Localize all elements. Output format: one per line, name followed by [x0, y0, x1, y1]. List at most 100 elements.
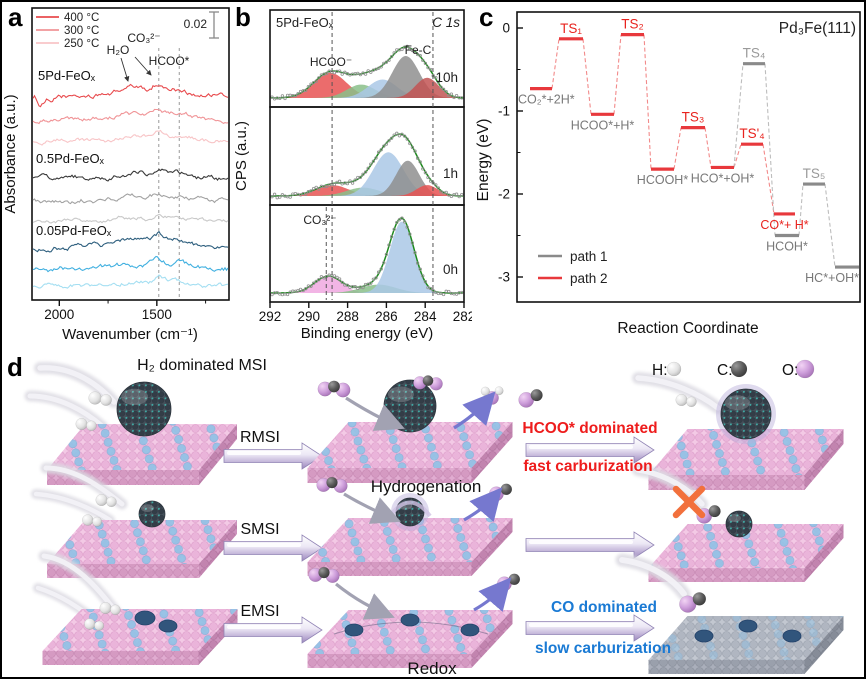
xps-data-point	[332, 274, 337, 278]
xps-data-point	[405, 44, 409, 49]
hydrogenation-label: Hydrogenation	[371, 477, 482, 496]
xps-data-point	[395, 220, 399, 225]
xps-data-point	[379, 65, 383, 69]
xps-component-peak	[271, 284, 463, 293]
hydrogen-atom	[88, 391, 102, 405]
slab	[307, 518, 513, 576]
panel-c-plot: 0 -1 -2 -3 CO₂*+2H* TS₁ HCOO*+H* TS₂ HCOOH* TS₃ HC…	[498, 11, 861, 303]
legend-label: path 2	[570, 271, 608, 286]
x-tick-label: 288	[336, 309, 359, 324]
xps-data-point	[387, 243, 391, 247]
carbon-atom	[422, 375, 434, 387]
xps-data-point	[428, 286, 433, 291]
legend-label: path 1	[570, 249, 608, 264]
legend-h-ball	[666, 361, 682, 377]
xps-data-point	[340, 280, 344, 285]
xps-data-point	[418, 160, 422, 164]
h2-trail-core	[619, 557, 687, 597]
spectrum-curve	[32, 230, 229, 253]
path-connector	[824, 183, 836, 268]
xps-data-point	[387, 58, 391, 62]
xps-data-point	[348, 285, 352, 290]
xps-data-point	[314, 279, 318, 284]
xps-data-point	[379, 267, 383, 271]
xps-data-point	[371, 277, 376, 281]
panel-d-mechanism-diagram: H₂ dominated MSI RMSI SMSI EMSI Hydrogen…	[24, 357, 844, 677]
y-tick-label: 0	[502, 21, 510, 36]
legend-label: 250 °C	[64, 38, 99, 50]
xps-data-point	[395, 131, 399, 135]
particle-highlight	[387, 386, 414, 403]
hydrogen-atom	[106, 496, 117, 508]
xps-data-point	[382, 261, 386, 265]
h2-trail-core	[33, 491, 113, 523]
co2-molecule	[317, 380, 351, 398]
path-connector	[798, 183, 804, 236]
xps-data-point	[345, 283, 350, 287]
spectrum-curve	[32, 213, 229, 224]
xps-data-point	[418, 267, 422, 271]
xps-data-point	[275, 196, 279, 200]
xps-data-point	[449, 194, 454, 199]
xps-data-point	[366, 166, 370, 170]
path-connector	[551, 38, 560, 89]
nanoparticle	[138, 500, 166, 528]
reaction-arrow	[525, 531, 655, 559]
xps-data-point	[410, 241, 415, 245]
xps-component-peak	[271, 152, 463, 196]
xps-data-point	[317, 76, 321, 80]
xps-data-point	[389, 235, 394, 239]
spectrum-curve	[32, 83, 229, 108]
panel-b-plot: 10h 1h 0h 292 290 288 286 284 282 HCOO⁻ Fe-C CO₃²⁻	[259, 9, 472, 324]
xps-data-point	[288, 290, 292, 294]
xps-data-point	[447, 289, 451, 294]
xps-fit-envelope	[271, 217, 463, 294]
xps-data-point	[363, 72, 368, 76]
co2-in-arrow	[345, 396, 405, 431]
xps-data-point	[418, 54, 422, 58]
xps-data-point	[400, 132, 404, 136]
xps-data-point	[392, 51, 396, 55]
xps-data-point	[291, 289, 295, 293]
carbon-atom	[708, 505, 721, 518]
path-connector	[643, 34, 652, 170]
embedded-cluster	[460, 623, 480, 637]
xps-data-point	[402, 220, 407, 224]
embedded-cluster	[400, 613, 420, 627]
annotation-arrow	[134, 56, 152, 76]
particle-body	[116, 381, 172, 437]
xps-data-point	[441, 292, 446, 297]
panel-c-frame	[516, 11, 861, 303]
hydrogen-atom	[480, 386, 490, 396]
state-label: HCOH*	[766, 240, 808, 254]
slab-front-face	[42, 651, 199, 665]
panel-c-title: Pd₃Fe(111)	[779, 20, 856, 37]
slab-blue-stripes	[648, 616, 844, 660]
xps-data-point	[356, 175, 360, 180]
hydrogen-atom	[75, 417, 88, 431]
reaction-arrow-highlight	[529, 445, 633, 449]
xps-data-point	[298, 287, 303, 292]
peak-annotation: CO₃²⁻	[303, 213, 336, 227]
xps-data-point	[376, 150, 381, 154]
slab-side-face	[471, 610, 513, 668]
xps-data-point	[278, 96, 282, 101]
xps-data-point	[309, 284, 313, 288]
state-label: CO*+ H*	[760, 218, 808, 232]
particle-highlight	[724, 395, 750, 411]
x-tick-label: 284	[414, 309, 437, 324]
xps-data-point	[452, 95, 456, 100]
spectrum-curve	[32, 255, 229, 273]
xps-data-point	[392, 227, 396, 231]
xps-data-point	[309, 82, 313, 86]
xps-data-point	[304, 88, 308, 92]
slab-front-face	[307, 562, 472, 576]
panel-b-region-label: C 1s	[432, 15, 460, 30]
co2-in-arrow	[335, 582, 395, 620]
xps-data-point	[278, 195, 282, 199]
xps-component-peak	[271, 77, 463, 98]
xps-data-point	[447, 93, 451, 97]
slab-blue-stripes	[307, 610, 513, 654]
xps-data-point	[392, 133, 396, 137]
xps-data-point	[405, 137, 409, 141]
